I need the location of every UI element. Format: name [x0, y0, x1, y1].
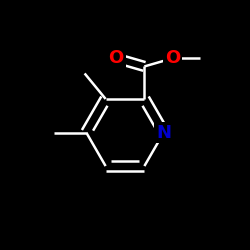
Text: O: O — [108, 49, 124, 67]
Text: O: O — [165, 49, 180, 67]
Text: N: N — [156, 124, 171, 142]
